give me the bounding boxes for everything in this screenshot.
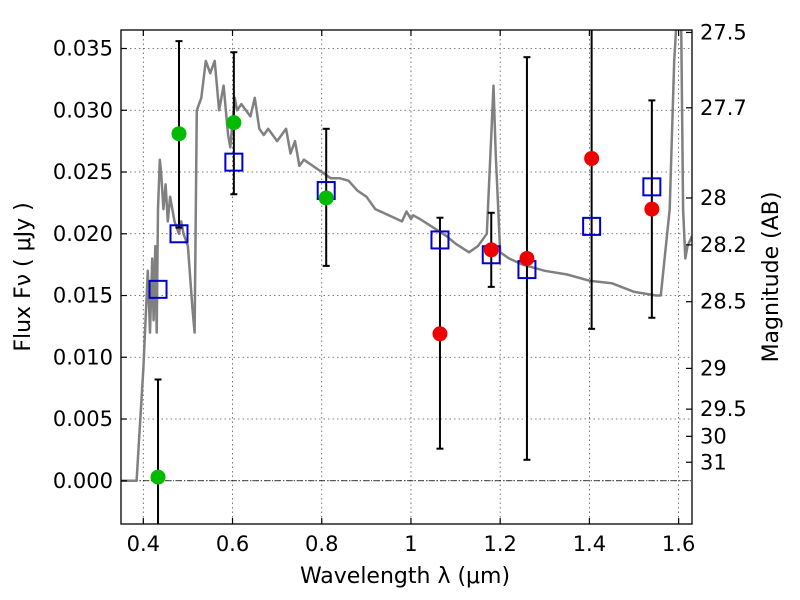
grid: [121, 30, 692, 524]
template-spectrum-line: [121, 30, 692, 483]
x-tick-label: 0.8: [305, 532, 338, 556]
model-square-marker: [642, 177, 662, 197]
plot-frame: [120, 29, 693, 525]
y-tick-label: 0.005: [53, 407, 113, 431]
magnitude-tick-label: 28: [700, 186, 727, 210]
model-square-marker: [430, 230, 450, 250]
x-axis-label: Wavelength λ (μm): [300, 564, 510, 589]
axis-ticks: 0.4 0.6 0.8 1 1.2 1.4 1.6 0.000 0.005 0.010 0.015 0…: [53, 20, 747, 556]
y-tick-label: 0.020: [53, 222, 113, 246]
x-tick-label: 0.6: [216, 532, 249, 556]
template-spectrum: [121, 30, 692, 483]
y-axis-label: Flux Fν ( μJy ): [11, 202, 36, 351]
right-axis-label: Magnitude (AB): [759, 192, 784, 363]
model-square-marker: [169, 224, 189, 244]
y-tick-label: 0.010: [53, 345, 113, 369]
x-tick-label: 1.6: [662, 532, 695, 556]
magnitude-tick-label: 27.5: [700, 20, 747, 44]
x-tick-label: 0.4: [127, 532, 160, 556]
model-square-marker: [224, 152, 244, 172]
y-tick-label: 0.025: [53, 160, 113, 184]
optical-data-point: [318, 190, 334, 206]
optical-data-point: [226, 115, 242, 131]
x-tick-label: 1: [404, 532, 417, 556]
nir-data-point: [584, 150, 600, 166]
magnitude-tick-label: 31: [700, 450, 727, 474]
optical-data-point: [171, 126, 187, 142]
model-square-marker: [582, 216, 602, 236]
nir-data-point: [432, 326, 448, 342]
nir-data-point: [483, 242, 499, 258]
x-tick-label: 1.2: [483, 532, 516, 556]
magnitude-tick-label: 27.7: [700, 96, 747, 120]
y-tick-label: 0.030: [53, 98, 113, 122]
magnitude-tick-label: 30: [700, 424, 727, 448]
magnitude-tick-label: 28.5: [700, 290, 747, 314]
model-square-marker: [148, 279, 168, 299]
data-markers: [148, 115, 662, 485]
y-tick-label: 0.015: [53, 284, 113, 308]
nir-data-point: [644, 201, 660, 217]
y-tick-label: 0.035: [53, 37, 113, 61]
magnitude-tick-label: 28.2: [700, 233, 747, 257]
magnitude-tick-label: 29.5: [700, 397, 747, 421]
y-tick-label: 0.000: [53, 469, 113, 493]
optical-data-point: [150, 469, 166, 485]
nir-data-point: [519, 250, 535, 266]
x-tick-label: 1.4: [573, 532, 606, 556]
magnitude-tick-label: 29: [700, 356, 727, 380]
